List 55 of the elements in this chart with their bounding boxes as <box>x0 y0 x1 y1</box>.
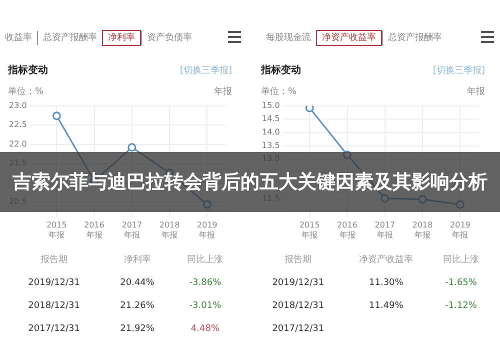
x-tick-label: 2015 年报 <box>299 220 320 240</box>
x-tick-label: 2015 年报 <box>46 220 67 240</box>
text: [切换三季报] <box>432 64 485 77</box>
y-tick-label: 23.0 <box>9 100 27 110</box>
y-tick-label: 22.5 <box>9 120 27 130</box>
y-tick-label: 13.5 <box>262 140 280 150</box>
text: -1.12% <box>444 300 478 312</box>
text: 2017/12/31 <box>27 322 82 336</box>
text: 每股现金流 <box>265 32 312 45</box>
text: 2017/12/31 <box>271 322 326 336</box>
text: 20.44% <box>119 276 156 290</box>
text: 年报 <box>467 86 485 98</box>
text: 净利率 <box>102 30 141 46</box>
y-tick-label: 14.0 <box>262 128 280 137</box>
text: 21.26% <box>119 300 156 312</box>
x-tick-label: 2019 年报 <box>450 220 470 240</box>
x-tick-label: 2016 年报 <box>337 220 358 240</box>
text: 年报 <box>214 86 232 98</box>
text: 收益率 <box>4 32 33 45</box>
y-tick-label: 14.5 <box>262 114 280 124</box>
chart-title: 指标变动 <box>261 63 301 77</box>
x-tick-label: 2018 年报 <box>412 220 433 240</box>
text: 报告期 <box>284 254 313 267</box>
chart-subtitle: 单位：% <box>261 86 297 98</box>
chart-title: 指标变动 <box>8 63 48 77</box>
y-tick-label: 15.0 <box>262 100 280 110</box>
text: 2019/12/31 <box>271 276 326 290</box>
x-tick-label: 2017 年报 <box>122 220 142 240</box>
text: 2019/12/31 <box>27 276 82 290</box>
text: 报告期 <box>40 254 69 267</box>
x-tick-label: 2019 年报 <box>197 220 218 240</box>
text: -1.65% <box>444 276 478 290</box>
text: -3.86% <box>188 276 222 290</box>
text: 21.92% <box>119 322 156 336</box>
x-tick-label: 2018 年报 <box>159 220 180 240</box>
text: 同比上涨 <box>442 254 480 267</box>
x-tick-label: 2016 年报 <box>84 220 104 240</box>
text: 2018/12/31 <box>27 300 82 312</box>
text: 4.48% <box>190 322 221 336</box>
text: 2018/12/31 <box>271 300 326 312</box>
text: 净利率 <box>122 254 152 267</box>
text: [切换三季报] <box>180 64 232 77</box>
text: 总资产报酬率 <box>382 31 447 45</box>
x-tick-label: 2017 年报 <box>374 220 396 240</box>
y-tick-label: 22.0 <box>9 139 27 148</box>
text: 净资产收益率 <box>358 254 414 267</box>
text: 资产负债率 <box>141 31 197 45</box>
text: 11.49% <box>368 300 404 312</box>
text: 吉索尔菲与迪巴拉转会背后的五大关键因素及其影响分析 <box>12 171 488 193</box>
chart-subtitle: 单位：% <box>8 86 44 98</box>
text: -3.01% <box>188 300 222 312</box>
text: 净资产收益率 <box>316 30 382 46</box>
text: 11.30% <box>368 276 404 290</box>
text: 总资产报酬率 <box>37 31 102 45</box>
text: 同比上涨 <box>186 254 224 267</box>
